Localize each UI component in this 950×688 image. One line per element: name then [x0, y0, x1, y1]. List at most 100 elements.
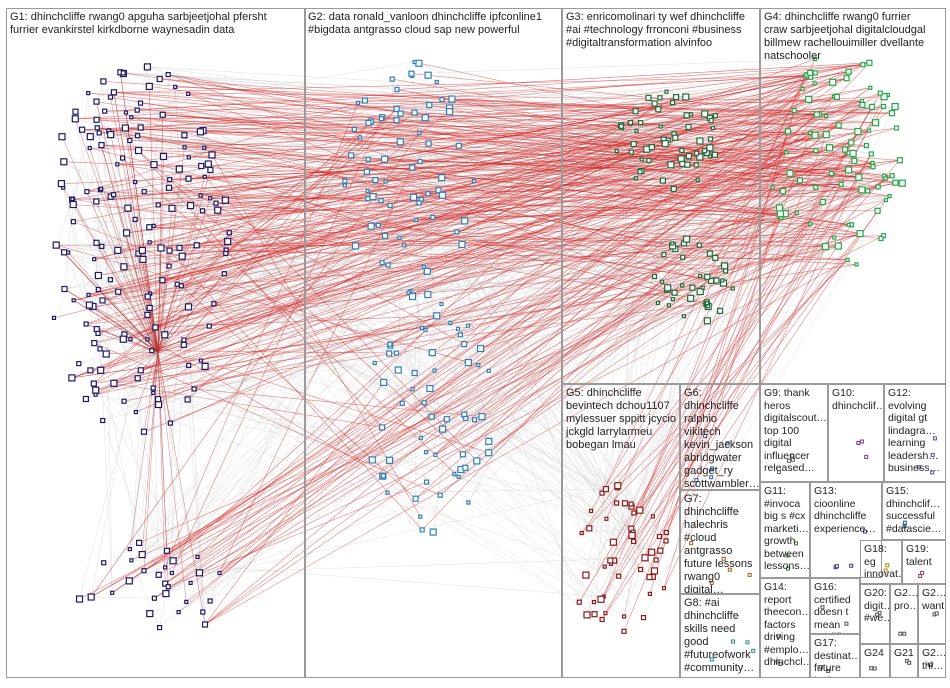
vertex-node: [408, 292, 417, 301]
vertex-node: [672, 93, 680, 101]
edge: [165, 87, 871, 584]
edge: [158, 132, 811, 206]
vertex-node: [710, 466, 715, 471]
edge: [87, 93, 113, 593]
vertex-node: [656, 533, 663, 540]
edge: [432, 334, 461, 533]
edge: [435, 152, 850, 456]
edge: [435, 175, 893, 456]
group-label: G4: dhinchcliffe rwang0 furrier craw sar…: [764, 11, 926, 62]
vertex-node: [866, 59, 873, 66]
edge: [225, 121, 371, 254]
edge: [435, 88, 803, 456]
vertex-node: [695, 177, 700, 182]
vertex-node: [859, 101, 866, 109]
edge: [368, 112, 892, 124]
group-label: G20: digit… #we…: [864, 587, 889, 624]
edge: [601, 210, 878, 620]
vertex-node: [66, 250, 71, 255]
edge: [169, 164, 697, 180]
edge: [810, 82, 833, 224]
edge: [93, 217, 782, 307]
vertex-node: [786, 458, 791, 463]
edge: [183, 264, 389, 346]
vertex-node: [150, 385, 156, 391]
vertex-node: [96, 130, 102, 136]
edge: [168, 152, 708, 587]
vertex-node: [822, 131, 830, 139]
edge: [199, 287, 668, 574]
vertex-node: [224, 237, 232, 246]
vertex-node: [379, 424, 386, 431]
vertex-node: [583, 611, 591, 619]
vertex-node: [800, 86, 805, 92]
vertex-node: [98, 186, 104, 191]
vertex-node: [633, 176, 638, 181]
edge: [200, 131, 676, 138]
group-label: G13: cioonline dhinchcliffe experience…: [814, 485, 876, 535]
vertex-node: [591, 599, 597, 605]
edge: [429, 64, 864, 389]
edge: [391, 79, 580, 603]
vertex-node: [689, 284, 696, 291]
vertex-node: [187, 202, 195, 210]
vertex-node: [703, 317, 712, 325]
vertex-node: [655, 106, 662, 113]
vertex-node: [342, 183, 347, 188]
vertex-node: [609, 538, 618, 546]
vertex-node: [841, 146, 849, 153]
vertex-node: [670, 241, 675, 246]
vertex-node: [785, 553, 790, 558]
vertex-node: [161, 331, 169, 339]
edge: [389, 125, 839, 345]
vertex-node: [730, 286, 735, 291]
vertex-node: [794, 210, 799, 215]
edge: [462, 96, 835, 455]
vertex-node: [151, 390, 156, 395]
vertex-node: [419, 527, 425, 533]
vertex-node: [70, 219, 77, 225]
vertex-node: [461, 217, 469, 225]
edge: [157, 351, 168, 551]
edge: [74, 118, 159, 353]
vertex-node: [186, 155, 191, 160]
edge: [179, 235, 884, 249]
edge: [172, 329, 426, 561]
vertex-node: [200, 609, 206, 615]
vertex-node: [709, 580, 714, 585]
vertex-node: [863, 143, 870, 149]
edge: [108, 64, 863, 132]
edge: [64, 288, 159, 353]
edge: [123, 77, 847, 340]
edge: [71, 287, 703, 379]
edge: [171, 117, 383, 574]
group-label: G2… pro…: [894, 587, 918, 612]
vertex-node: [99, 297, 106, 304]
edge: [396, 62, 870, 90]
vertex-node: [632, 108, 639, 115]
vertex-node: [849, 563, 854, 568]
vertex-node: [137, 124, 144, 131]
vertex-node: [439, 302, 444, 307]
vertex-node: [602, 564, 607, 569]
vertex-node: [383, 179, 388, 184]
vertex-node: [716, 307, 724, 314]
group-panel-g14: G14: report theecon… factors driving #em…: [760, 578, 810, 678]
vertex-node: [121, 398, 127, 404]
edge: [389, 130, 870, 345]
vertex-node: [834, 242, 842, 250]
vertex-node: [406, 290, 411, 295]
vertex-node: [663, 538, 669, 544]
edge: [149, 143, 634, 243]
vertex-node: [614, 482, 622, 490]
vertex-node: [423, 267, 431, 275]
edge: [168, 74, 663, 181]
vertex-node: [100, 417, 106, 424]
edge: [815, 187, 890, 197]
vertex-node: [868, 151, 874, 157]
edge: [120, 72, 138, 111]
vertex-node: [902, 520, 907, 525]
vertex-node: [418, 514, 423, 519]
group-panel-g24: G24: [860, 644, 890, 678]
